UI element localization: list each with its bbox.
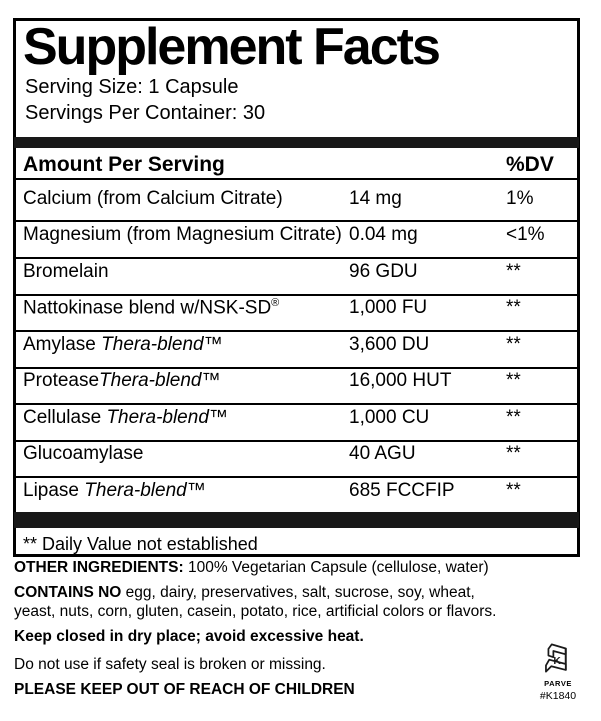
svg-text:K: K	[553, 656, 561, 667]
